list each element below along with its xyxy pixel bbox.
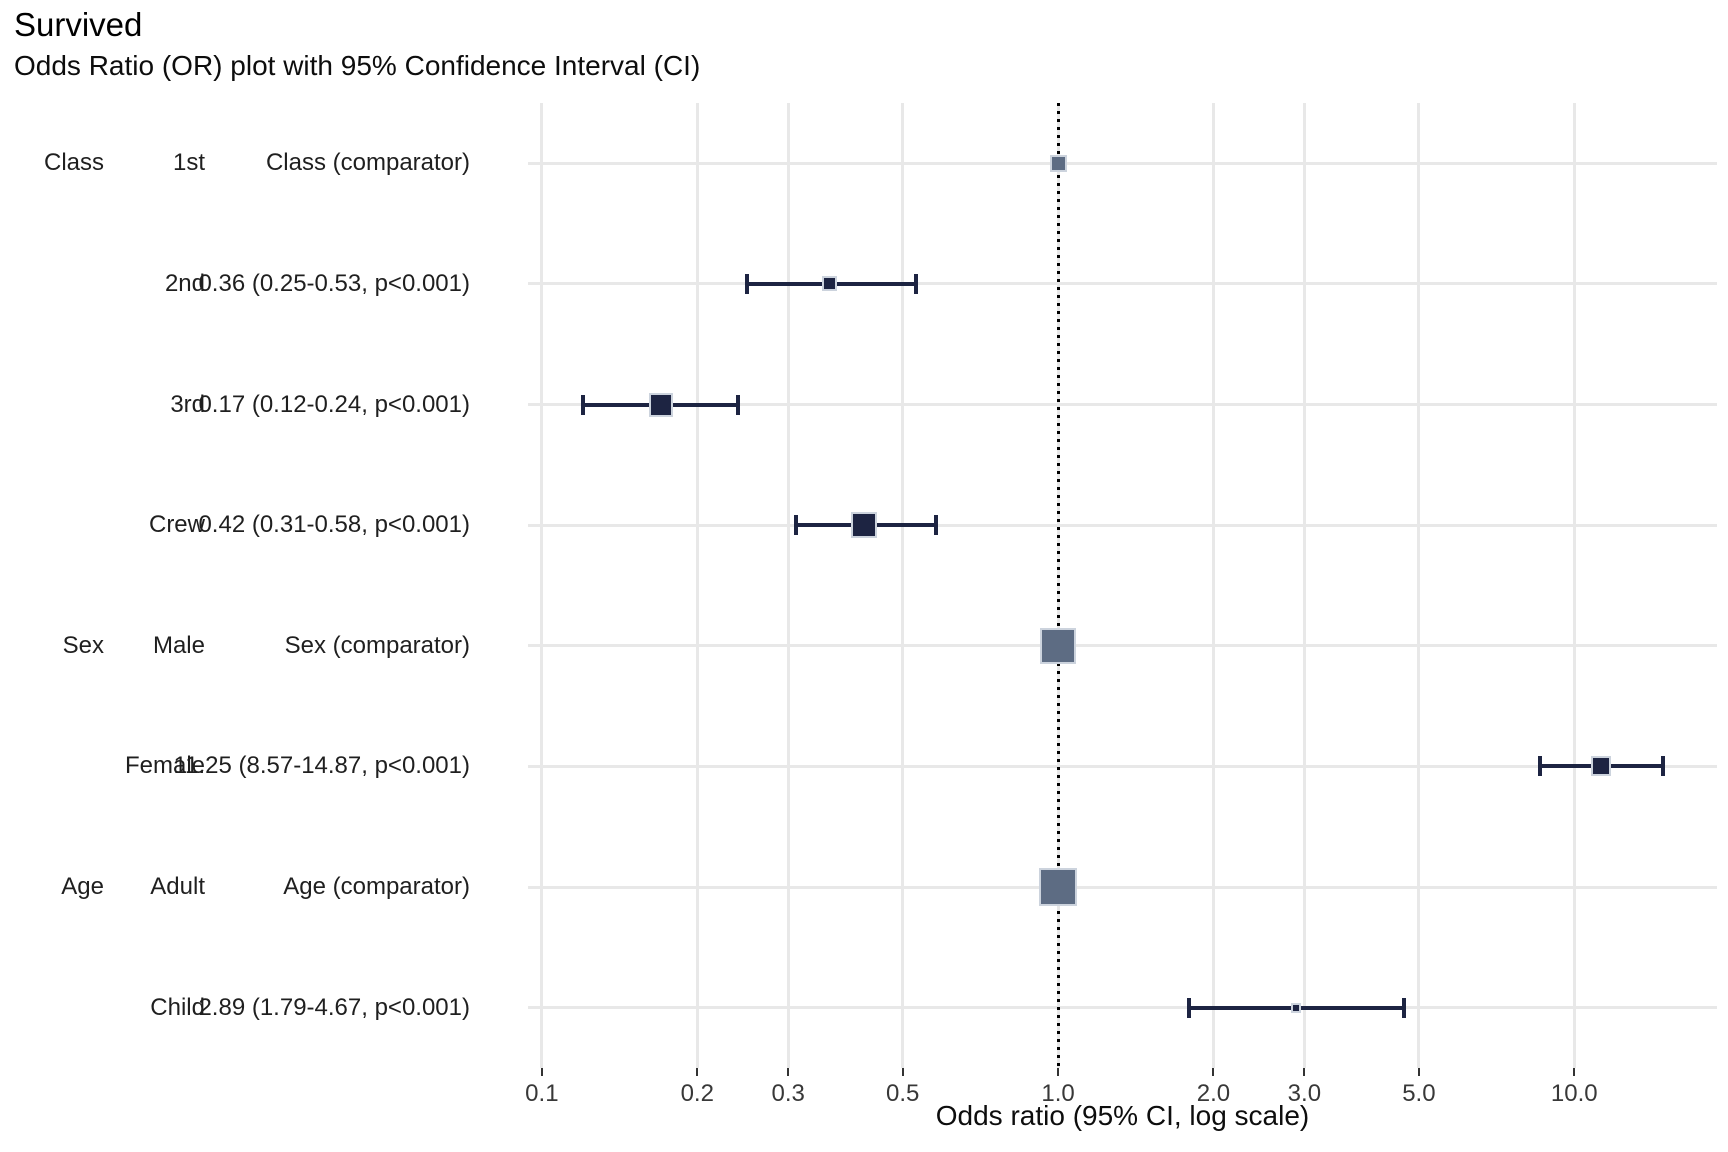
- vertical-gridline: [786, 103, 790, 1068]
- vertical-gridline: [1417, 103, 1421, 1068]
- row-estimate-label: 0.36 (0.25-0.53, p<0.001): [198, 269, 470, 297]
- row-level-label: Adult: [150, 873, 205, 901]
- row-group-label: Sex: [62, 631, 104, 659]
- row-level-label: 2nd: [164, 269, 205, 297]
- row-group-label: Age: [61, 873, 104, 901]
- row-estimate-label: 11.25 (8.57-14.87, p<0.001): [173, 752, 470, 780]
- x-axis-tick-label: 1.0: [1041, 1080, 1075, 1107]
- horizontal-gridline: [528, 1006, 1717, 1010]
- x-axis-title: Odds ratio (95% CI, log scale): [935, 1100, 1310, 1131]
- x-axis-tick: [1417, 1068, 1420, 1076]
- comparator-square-marker: [1049, 154, 1067, 172]
- comparator-square-marker: [1039, 868, 1078, 907]
- x-axis-tick-label: 2.0: [1196, 1080, 1231, 1107]
- or-square-marker: [648, 392, 673, 417]
- or-square-marker: [1290, 1002, 1301, 1013]
- or-square-marker: [821, 276, 837, 292]
- row-estimate-label: 0.17 (0.12-0.24, p<0.001): [198, 390, 470, 418]
- horizontal-gridline: [528, 403, 1717, 407]
- x-axis-tick: [696, 1068, 699, 1076]
- vertical-gridline: [901, 103, 905, 1068]
- x-axis-tick: [1573, 1068, 1576, 1076]
- row-estimate-label: Age (comparator): [283, 873, 470, 901]
- ci-cap-left: [1537, 756, 1542, 777]
- row-estimate-label: 2.89 (1.79-4.67, p<0.001): [198, 993, 470, 1021]
- or-square-marker: [1590, 756, 1611, 777]
- horizontal-gridline: [528, 644, 1717, 648]
- row-estimate-label: Class (comparator): [265, 149, 470, 177]
- vertical-gridline: [1302, 103, 1306, 1068]
- row-group-label: Class: [43, 149, 104, 177]
- x-axis-tick: [901, 1068, 904, 1076]
- x-axis-tick-label: 10.0: [1550, 1080, 1598, 1107]
- x-axis-tick-label: 0.2: [680, 1080, 714, 1107]
- reference-line-or-1: [1056, 103, 1060, 1068]
- chart-title: Survived: [14, 6, 143, 43]
- row-level-label: 1st: [172, 149, 205, 177]
- row-level-label: Crew: [148, 511, 205, 539]
- comparator-square-marker: [1040, 627, 1077, 664]
- horizontal-gridline: [528, 161, 1717, 165]
- ci-cap-right: [736, 394, 741, 415]
- ci-cap-left: [580, 394, 585, 415]
- vertical-gridline: [1572, 103, 1576, 1068]
- ci-cap-right: [913, 273, 918, 294]
- or-square-marker: [850, 512, 877, 539]
- horizontal-gridline: [528, 885, 1717, 889]
- row-estimate-label: 0.42 (0.31-0.58, p<0.001): [198, 511, 470, 539]
- x-axis-tick: [1212, 1068, 1215, 1076]
- ci-cap-right: [1401, 997, 1406, 1018]
- x-axis-tick-label: 0.5: [885, 1080, 920, 1107]
- ci-cap-left: [745, 273, 750, 294]
- ci-cap-right: [1661, 756, 1666, 777]
- x-axis-tick-label: 5.0: [1402, 1080, 1436, 1107]
- row-estimate-label: Sex (comparator): [284, 631, 470, 659]
- x-axis-tick: [787, 1068, 790, 1076]
- ci-cap-right: [933, 515, 938, 536]
- x-axis-tick: [540, 1068, 543, 1076]
- ci-cap-left: [1186, 997, 1191, 1018]
- vertical-gridline: [540, 103, 544, 1068]
- row-level-label: Child: [150, 993, 205, 1021]
- horizontal-gridline: [528, 282, 1717, 286]
- row-level-label: Male: [152, 631, 205, 659]
- horizontal-gridline: [528, 523, 1717, 527]
- chart-subtitle: Odds Ratio (OR) plot with 95% Confidence…: [14, 50, 701, 81]
- x-axis-tick-label: 3.0: [1287, 1080, 1322, 1107]
- vertical-gridline: [1211, 103, 1215, 1068]
- vertical-gridline: [695, 103, 699, 1068]
- x-axis-tick: [1303, 1068, 1306, 1076]
- x-axis-tick-label: 0.1: [525, 1080, 559, 1107]
- row-level-label: Female: [124, 752, 205, 780]
- x-axis-tick-label: 0.3: [771, 1080, 805, 1107]
- x-axis-tick: [1057, 1068, 1060, 1076]
- horizontal-gridline: [528, 764, 1717, 768]
- row-level-label: 3rd: [170, 390, 205, 418]
- ci-cap-left: [793, 515, 798, 536]
